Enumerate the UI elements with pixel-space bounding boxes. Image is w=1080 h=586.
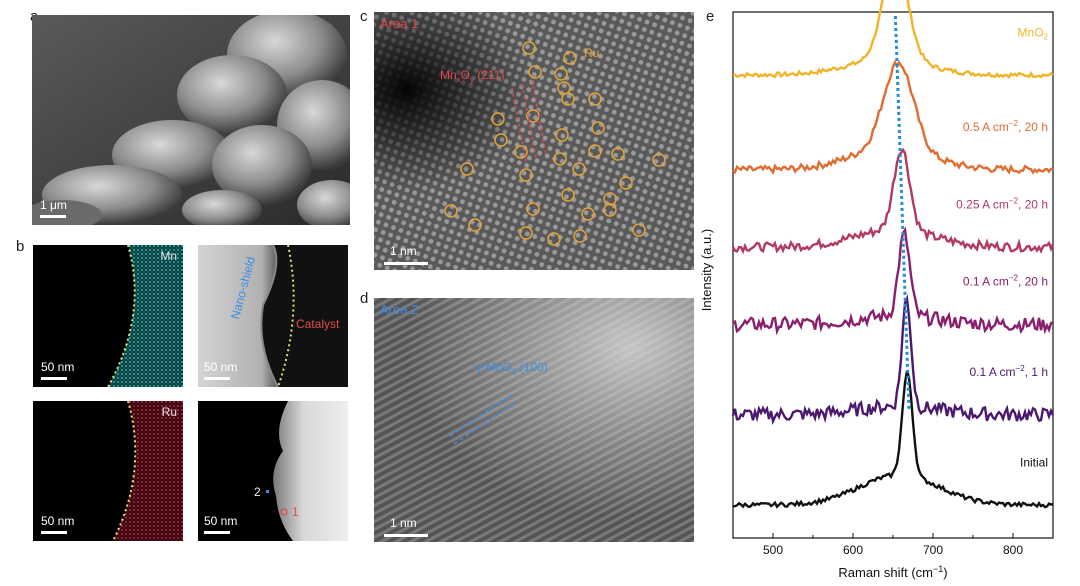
haadf-image — [266, 401, 348, 541]
nano-shield-panel: Nano-shield Catalyst 50 nm — [198, 245, 348, 387]
mn-map-panel: Mn 50 nm — [33, 245, 183, 387]
area1-scale-label: 1 nm — [390, 244, 417, 258]
point-2-label: 2 — [254, 485, 261, 499]
plot-area: 500 600 700 800 MnO2 0.5 A cm−2, 20 h 0.25 A c… — [731, 0, 1055, 557]
area2-scale-label: 1 nm — [390, 516, 417, 530]
ru-map-panel: Ru 50 nm — [33, 401, 183, 541]
mn-scale-bar — [41, 377, 67, 380]
x-tick-label: 500 — [763, 543, 783, 557]
series-label: MnO2 — [1018, 25, 1049, 41]
y-axis-label: Intensity (a.u.) — [700, 229, 714, 311]
plane-label-gamma-mno2: γ-MnO2 (100) — [476, 360, 548, 377]
plane-guide-lines — [511, 79, 547, 163]
panel-label-e: e — [706, 8, 715, 25]
mn-scale-label: 50 nm — [41, 360, 75, 374]
area2-scale-bar — [384, 534, 428, 537]
series-label: 0.25 A cm−2, 20 h — [956, 196, 1048, 211]
haadf-scale-bar — [204, 531, 230, 534]
shield-scale-bar — [204, 377, 230, 380]
panel-label-c: c — [360, 8, 368, 25]
series-line — [733, 370, 1054, 509]
mn-element-label: Mn — [160, 249, 177, 263]
boundary-line — [112, 401, 137, 541]
x-axis-label: Raman shift (cm−1) — [838, 564, 947, 580]
panel-label-b: b — [16, 238, 25, 255]
area1-panel: Area 1 MnxOy (211) Ru 1 nm — [374, 12, 694, 270]
area2-label: Area 2 — [380, 302, 419, 317]
ru-scale-label: 50 nm — [41, 514, 75, 528]
sem-scale-bar — [40, 215, 66, 218]
series-line — [732, 226, 1054, 336]
fringe-guide-lines — [449, 392, 519, 445]
sem-scale-label: 1 μm — [40, 198, 67, 212]
series-label: Initial — [1020, 455, 1048, 469]
x-tick-label: 800 — [1003, 543, 1023, 557]
ru-map — [112, 401, 183, 541]
sem-image — [32, 15, 350, 225]
plane-label-mnxoy: MnxOy (211) — [440, 68, 505, 85]
panel-label-d: d — [360, 290, 369, 307]
series-label: 0.1 A cm−2, 20 h — [963, 274, 1048, 289]
series-line — [731, 294, 1055, 426]
sem-image-panel: 1 μm — [32, 15, 350, 225]
catalyst-label: Catalyst — [296, 317, 340, 331]
area2-panel: Area 2 γ-MnO2 (100) 1 nm — [374, 298, 694, 542]
point-2-marker — [266, 490, 269, 493]
x-tick-label: 600 — [843, 543, 863, 557]
series-label: 0.1 A cm−2, 1 h — [969, 364, 1048, 379]
shield-scale-label: 50 nm — [204, 360, 238, 374]
raman-chart: 500 600 700 800 MnO2 0.5 A cm−2, 20 h 0.25 A c… — [700, 0, 1055, 580]
point-1-label: 1 — [292, 505, 299, 519]
ru-marker-label: Ru — [584, 46, 600, 60]
area1-lattice-image — [374, 12, 694, 270]
ru-element-label: Ru — [161, 405, 177, 419]
series-label: 0.5 A cm−2, 20 h — [963, 119, 1048, 134]
series-line — [731, 147, 1055, 255]
ru-scale-bar — [41, 531, 67, 534]
area2-lattice-image — [374, 298, 694, 542]
area1-label: Area 1 — [380, 16, 419, 31]
haadf-panel: 2 1 50 nm — [198, 401, 348, 541]
boundary-line — [107, 245, 136, 387]
area1-scale-bar — [384, 262, 428, 265]
haadf-scale-label: 50 nm — [204, 514, 238, 528]
series-line — [732, 59, 1054, 175]
mn-map — [107, 245, 183, 387]
point-1-marker — [280, 508, 288, 516]
nano-shield-image — [198, 245, 295, 387]
x-tick-label: 700 — [923, 543, 943, 557]
series-line — [732, 0, 1054, 79]
